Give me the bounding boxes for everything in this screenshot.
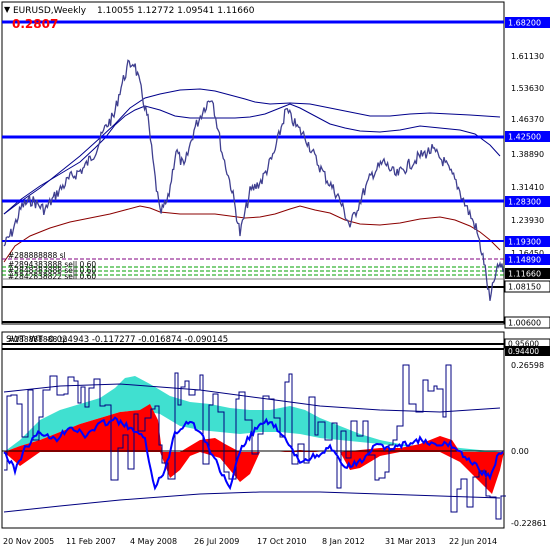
level-tag-1.28300 bbox=[505, 196, 550, 207]
level-tag-text-1.08150: 1.08150 bbox=[508, 283, 541, 292]
band-upper-line bbox=[3, 383, 501, 413]
order-label-sell-2[interactable]: #2848383888 sell 0.60 bbox=[8, 266, 96, 275]
level-tag-1.11660 bbox=[505, 268, 550, 279]
time-tick-4: 17 Oct 2010 bbox=[257, 537, 306, 546]
time-tick-0: 20 Nov 2005 bbox=[3, 537, 54, 546]
dropdown-triangle-icon[interactable]: ▼ bbox=[4, 5, 11, 14]
price-axis: 1.61130 1.53630 1.46370 1.38890 1.31410 … bbox=[504, 17, 550, 356]
price-tick-1.46370: 1.46370 bbox=[511, 115, 544, 124]
level-tag-text-1.00600: 1.00600 bbox=[508, 319, 541, 328]
time-tick-1: 11 Feb 2007 bbox=[66, 537, 116, 546]
price-tick-1.31410: 1.31410 bbox=[511, 183, 544, 192]
turquoise-histogram-area bbox=[4, 376, 500, 452]
order-label-sl[interactable]: #288888888 sl bbox=[8, 251, 66, 260]
time-tick-3: 26 Jul 2009 bbox=[194, 537, 239, 546]
order-label-sell-1[interactable]: #2894383888 sell 0.60 bbox=[8, 260, 96, 269]
price-tick-1.23930: 1.23930 bbox=[511, 216, 544, 225]
price-line bbox=[3, 59, 504, 301]
time-axis: 20 Nov 2005 11 Feb 2007 4 May 2008 26 Ju… bbox=[3, 537, 497, 546]
level-tag-1.14890 bbox=[505, 254, 550, 265]
time-tick-2: 4 May 2008 bbox=[130, 537, 177, 546]
level-tag-1.08150 bbox=[504, 280, 550, 293]
level-tag-text-1.19300: 1.19300 bbox=[508, 238, 541, 247]
level-tag-text-1.28300: 1.28300 bbox=[508, 198, 541, 207]
swt-indicator-area[interactable]: SWT_WT -0.024943 -0.117277 -0.016874 -0.… bbox=[2, 335, 506, 520]
lower-level-lines bbox=[2, 343, 504, 350]
level-tag-text-0.95600: 0.95600 bbox=[508, 340, 539, 349]
price-tick-1.38890: 1.38890 bbox=[511, 150, 544, 159]
level-tag-1.19300 bbox=[505, 236, 550, 247]
big-value-label: 0.2807 bbox=[12, 17, 58, 31]
step-line bbox=[4, 364, 506, 520]
price-tick-1.61130: 1.61130 bbox=[511, 52, 544, 61]
red-histogram-area bbox=[4, 404, 460, 452]
indicator-tick-top: 0.26598 bbox=[511, 361, 544, 370]
symbol-timeframe: EURUSD,Weekly bbox=[13, 6, 87, 16]
level-tag-text-1.14890: 1.14890 bbox=[508, 256, 541, 265]
moving-average-dark-red bbox=[3, 205, 501, 263]
level-tag-1.00600 bbox=[504, 316, 550, 329]
band-lower-line bbox=[3, 491, 501, 513]
indicator-tick-bottom: -0.22861 bbox=[511, 519, 547, 528]
level-tag-1.68200 bbox=[505, 17, 550, 28]
price-tick-1.16450: 1.16450 bbox=[511, 249, 544, 258]
indicator-header: SWT_WT -0.024943 -0.117277 -0.016874 -0.… bbox=[6, 335, 228, 345]
time-tick-6: 31 Mar 2013 bbox=[385, 537, 436, 546]
level-tag-text-1.68200: 1.68200 bbox=[508, 19, 541, 28]
level-tag-text-0.94400: 0.94400 bbox=[508, 347, 539, 356]
level-tag-0.94400 bbox=[505, 346, 550, 356]
oscillator-line bbox=[3, 416, 504, 491]
price-chart-area[interactable]: #288888888 sl #2894383888 sell 0.60 #284… bbox=[2, 5, 504, 323]
level-tag-text-1.42500: 1.42500 bbox=[508, 133, 541, 142]
order-label-sell-3[interactable]: #2842838822 sell 0.60 bbox=[8, 272, 96, 281]
order-label-tp[interactable]: #288888888 tp bbox=[8, 335, 68, 344]
indicator-tick-zero: 0.00 bbox=[511, 447, 529, 456]
price-tick-1.53630: 1.53630 bbox=[511, 84, 544, 93]
ohlc-values: 1.10055 1.12772 1.09541 1.11660 bbox=[97, 6, 255, 16]
time-tick-7: 22 Jun 2014 bbox=[449, 537, 497, 546]
red-negative-histogram-area bbox=[4, 452, 504, 494]
indicator-axis: 0.26598 0.00 -0.22861 bbox=[511, 361, 547, 528]
moving-average-blue-upper bbox=[3, 88, 501, 215]
level-tag-1.42500 bbox=[505, 131, 550, 142]
level-tag-text-1.11660: 1.11660 bbox=[508, 270, 541, 279]
time-tick-5: 8 Jan 2012 bbox=[322, 537, 365, 546]
